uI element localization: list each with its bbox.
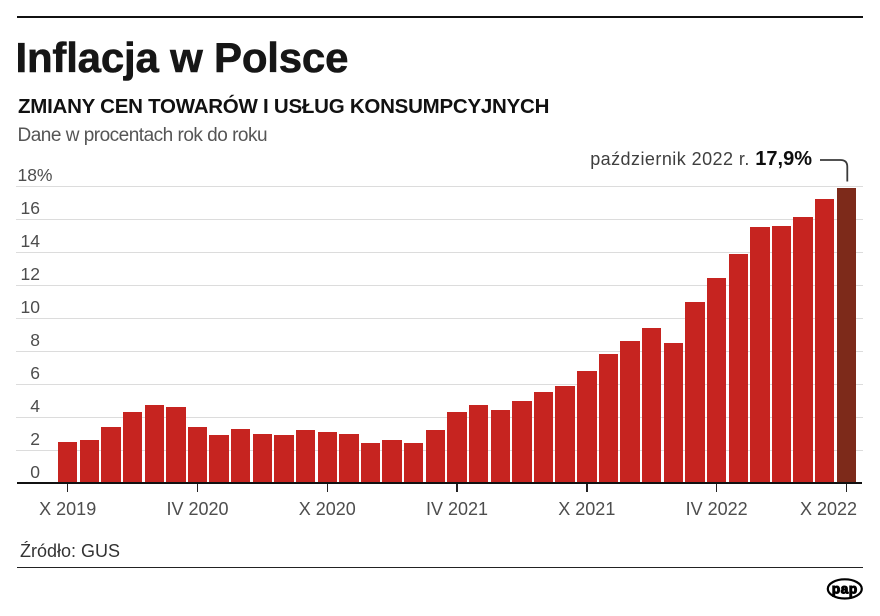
svg-text:pap: pap [832,581,858,596]
